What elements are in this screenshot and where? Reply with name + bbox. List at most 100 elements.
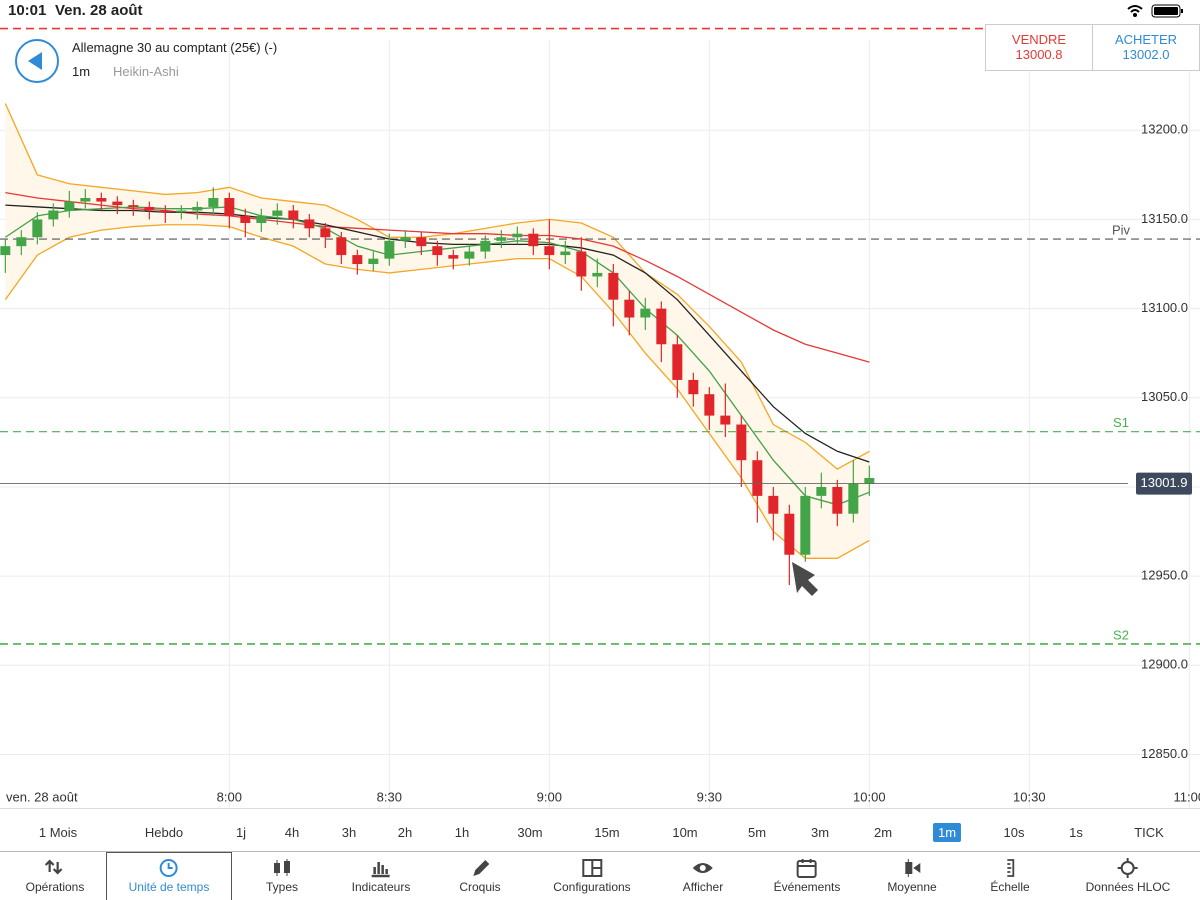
timeframe-option[interactable]: 10s — [1003, 825, 1025, 840]
candle-body — [832, 486, 843, 514]
sell-button[interactable]: VENDRE 13000.8 — [985, 24, 1093, 71]
y-tick-label: 13050.0 — [1141, 389, 1188, 404]
toolbar-item[interactable]: Indicateurs — [351, 852, 411, 900]
candle-body — [256, 215, 267, 223]
timeframe-option[interactable]: Hebdo — [144, 825, 184, 840]
timeframe-option[interactable]: 10m — [672, 825, 698, 840]
candle-body — [64, 201, 75, 211]
toolbar-icon — [472, 860, 489, 876]
toolbar-label: Configurations — [553, 880, 631, 894]
toolbar-label: Indicateurs — [351, 880, 411, 894]
status-bar: 10:01 Ven. 28 août — [0, 0, 1200, 22]
candle-body — [464, 251, 475, 259]
timeframe-option[interactable]: 15m — [594, 825, 620, 840]
toolbar-item[interactable]: Unité de temps — [129, 852, 209, 900]
candle-body — [544, 246, 555, 256]
level-label: Piv — [1112, 222, 1131, 237]
candle-body — [160, 210, 171, 213]
timeframe-option[interactable]: 1j — [235, 825, 247, 840]
candle-body — [864, 478, 875, 484]
timeframe-option[interactable]: 1m — [932, 823, 962, 842]
toolbar-item[interactable]: Afficher — [683, 852, 723, 900]
candle-body — [800, 495, 811, 555]
buy-price: 13002.0 — [1122, 47, 1170, 62]
candle-body — [336, 237, 347, 256]
candle-body — [272, 210, 283, 216]
sell-price: 13000.8 — [1015, 47, 1063, 62]
toolbar-item[interactable]: Configurations — [553, 852, 631, 900]
toolbar-item[interactable]: Opérations — [25, 852, 85, 900]
candle-body — [480, 240, 491, 252]
x-tick-label: 10:00 — [853, 789, 886, 804]
timeframe-option[interactable]: 3m — [810, 825, 830, 840]
timeframe-option[interactable]: 3h — [341, 825, 357, 840]
x-tick-label: 8:00 — [217, 789, 242, 804]
toolbar-label: Types — [265, 880, 299, 894]
candle-body — [704, 394, 715, 416]
timeframe-option[interactable]: 4h — [284, 825, 300, 840]
toolbar-label: Opérations — [25, 880, 85, 894]
toolbar-icon — [1006, 859, 1014, 877]
timeframe-option[interactable]: 1 Mois — [38, 825, 78, 840]
candle-body — [208, 198, 219, 207]
timeframe-option[interactable]: 1s — [1069, 825, 1083, 840]
interval: 1m — [72, 64, 91, 79]
candle-body — [560, 251, 571, 256]
candle-body — [816, 486, 827, 496]
last-price-tag — [1136, 472, 1192, 495]
candle-body — [224, 198, 235, 216]
candle-body — [128, 205, 139, 207]
buy-button[interactable]: ACHETER 13002.0 — [1092, 24, 1200, 71]
last-price-label: 13001.9 — [1141, 475, 1188, 490]
candle-body — [624, 299, 635, 318]
candle-body — [592, 272, 603, 277]
x-tick-label: 8:30 — [377, 789, 402, 804]
timeframe-option[interactable]: 2m — [873, 825, 893, 840]
x-tick-label: 9:00 — [537, 789, 562, 804]
candle-body — [368, 258, 379, 265]
candle-body — [16, 237, 27, 247]
candle-body — [32, 219, 43, 238]
candle-body — [448, 255, 459, 259]
timeframe-option[interactable]: 5m — [747, 825, 767, 840]
candle-body — [656, 308, 667, 345]
candle-body — [432, 246, 443, 256]
chart-style: Heikin-Ashi — [113, 64, 179, 79]
x-tick-label: 10:30 — [1013, 789, 1046, 804]
x-tick-label: 9:30 — [697, 789, 722, 804]
candle-body — [688, 379, 699, 395]
y-tick-label: 12950.0 — [1141, 568, 1188, 583]
clock: 10:01 — [8, 2, 47, 19]
toolbar-label: Événements — [773, 880, 841, 894]
timeframe-option[interactable]: TICK — [1134, 825, 1164, 840]
toolbar-item[interactable]: Croquis — [459, 852, 501, 900]
candle-body — [768, 495, 779, 514]
timeframe-option[interactable]: 2h — [397, 825, 413, 840]
toolbar-icon — [905, 859, 920, 877]
toolbar-item[interactable]: Événements — [773, 852, 841, 900]
band-area — [5, 103, 870, 559]
candle-body — [192, 206, 203, 211]
band-upper — [4, 103, 870, 470]
toolbar-item[interactable]: Échelle — [990, 852, 1030, 900]
candle-body — [48, 210, 59, 220]
timeframe-option[interactable]: 1h — [454, 825, 470, 840]
candle-body — [304, 219, 315, 229]
timeframe-option[interactable]: 30m — [517, 825, 543, 840]
axes: 12850.012900.012950.013000.013050.013100… — [6, 122, 1200, 805]
y-tick-label: 13200.0 — [1141, 122, 1188, 137]
candle-body — [240, 215, 251, 223]
toolbar-label: Croquis — [459, 880, 501, 894]
toolbar-item[interactable]: Moyenne — [887, 852, 937, 900]
candle-body — [640, 308, 651, 318]
toolbar-icon — [693, 863, 713, 873]
toolbar-item[interactable]: Données HLOC — [1086, 852, 1170, 900]
candle-body — [784, 513, 795, 555]
candle-body — [736, 424, 747, 461]
date-label: ven. 28 août — [6, 789, 78, 804]
candle-body — [352, 255, 363, 265]
candle-body — [848, 483, 859, 514]
back-button[interactable] — [14, 38, 60, 84]
toolbar-icon — [160, 859, 178, 877]
toolbar-item[interactable]: Types — [266, 852, 298, 900]
